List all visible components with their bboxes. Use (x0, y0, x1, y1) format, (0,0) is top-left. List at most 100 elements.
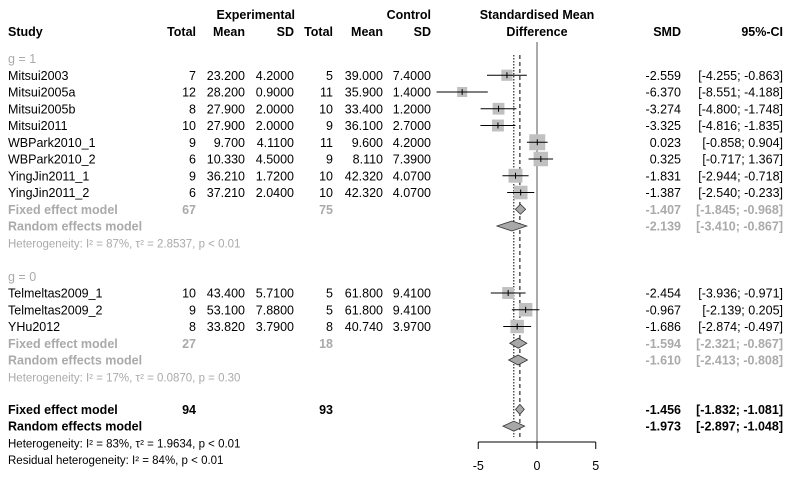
study-name: Telmeltas2009_2 (8, 303, 103, 317)
tick-label: -5 (473, 459, 484, 473)
exp-total: 7 (189, 69, 196, 83)
overall-fixed-ci: [-1.832; -1.081] (696, 403, 783, 417)
ctrl-mean: 42.320 (345, 186, 383, 200)
header-c-total: Total (304, 25, 333, 39)
overall-fixed-diamond (514, 403, 525, 416)
tick-label: 0 (534, 459, 541, 473)
ci-value: [-8.551; -4.188] (698, 86, 783, 100)
ci-value: [-2.540; -0.233] (698, 186, 783, 200)
ci-value: [-4.816; -1.835] (698, 119, 783, 133)
exp-mean: 36.210 (207, 169, 245, 183)
study-name: Mitsui2003 (8, 69, 68, 83)
smd-value: -2.559 (646, 69, 681, 83)
overall-random-diamond (502, 420, 526, 432)
exp-sd: 2.0400 (256, 186, 294, 200)
plot-title-line1: Standardised Mean (480, 8, 595, 22)
exp-total: 8 (189, 320, 196, 334)
exp-total: 9 (189, 169, 196, 183)
ctrl-mean: 42.320 (345, 169, 383, 183)
study-name: YingJin2011_2 (8, 186, 89, 200)
header-c-sd: SD (414, 25, 431, 39)
subgroup-random-ci: [-2.413; -0.808] (696, 354, 783, 368)
ctrl-total: 10 (319, 102, 333, 116)
subgroup-random-label: Random effects model (8, 220, 142, 234)
overall-random-label: Random effects model (8, 420, 142, 434)
ci-value: [-4.255; -0.863] (698, 69, 783, 83)
tick-label: 5 (592, 459, 599, 473)
subgroup-fixed-label: Fixed effect model (8, 337, 118, 351)
ctrl-sd: 4.0700 (393, 169, 431, 183)
subgroup-random-smd: -2.139 (646, 220, 681, 234)
header-control: Control (387, 8, 431, 22)
exp-sd: 0.9000 (256, 86, 294, 100)
ctrl-mean: 40.740 (345, 320, 383, 334)
study-name: Mitsui2005a (8, 86, 75, 100)
ctrl-total: 11 (320, 86, 333, 100)
ctrl-mean: 8.110 (353, 153, 383, 167)
ctrl-total: 5 (326, 69, 333, 83)
ci-value: [-3.936; -0.971] (698, 287, 783, 301)
ctrl-total: 8 (326, 320, 333, 334)
ci-value: [-4.800; -1.748] (698, 102, 783, 116)
ctrl-sd: 1.4000 (393, 86, 431, 100)
overall-heterogeneity: Heterogeneity: I² = 83%, τ² = 1.9634, p … (8, 438, 240, 450)
ctrl-mean: 9.600 (352, 136, 383, 150)
subgroup-fixed-ci: [-1.845; -0.968] (696, 203, 783, 217)
residual-heterogeneity: Residual heterogeneity: I² = 84%, p < 0.… (8, 455, 223, 467)
header: Study Experimental Control Total Mean SD… (8, 8, 783, 39)
ctrl-sd: 3.9700 (393, 320, 431, 334)
rows: g = 1 Mitsui2003 7 23.200 4.2000 5 39.000 7.400… (8, 52, 783, 467)
header-ci: 95%-CI (741, 25, 783, 39)
exp-mean: 9.700 (214, 136, 245, 150)
overall-random-smd: -1.973 (646, 420, 681, 434)
overall-fixed-label: Fixed effect model (8, 403, 118, 417)
exp-mean: 23.200 (207, 69, 245, 83)
subgroup-fixed-smd: -1.594 (646, 337, 681, 351)
ctrl-sd: 1.2000 (393, 102, 431, 116)
ctrl-total: 10 (319, 169, 333, 183)
exp-total: 10 (182, 119, 196, 133)
subgroup-fixed-label: Fixed effect model (8, 203, 118, 217)
study-name: YingJin2011_1 (8, 169, 89, 183)
subgroup-random-diamond (507, 354, 529, 366)
smd-value: -2.454 (646, 287, 681, 301)
study-name: Mitsui2011 (8, 119, 68, 133)
exp-sd: 2.0000 (256, 119, 294, 133)
ctrl-mean: 61.800 (345, 303, 383, 317)
ctrl-total: 9 (326, 153, 333, 167)
subgroup-random-smd: -1.610 (646, 354, 681, 368)
study-name: Mitsui2005b (8, 102, 75, 116)
ctrl-sd: 9.4100 (393, 287, 431, 301)
study-name: YHu2012 (8, 320, 60, 334)
header-study: Study (8, 25, 43, 39)
ci-value: [-0.717; 1.367] (702, 153, 783, 167)
subgroup-heterogeneity: Heterogeneity: I² = 17%, τ² = 0.0870, p … (8, 372, 240, 384)
x-axis: -5 0 5 (473, 441, 599, 473)
overall-random-ci: [-2.897; -1.048] (696, 420, 783, 434)
exp-sd: 5.7100 (256, 287, 294, 301)
ctrl-mean: 36.100 (345, 119, 383, 133)
smd-value: 0.325 (650, 153, 681, 167)
subgroup-fixed-exp-total: 67 (182, 203, 196, 217)
overall-fixed-ctrl-total: 93 (319, 403, 333, 417)
ctrl-total: 10 (319, 186, 333, 200)
subgroup-fixed-ctrl-total: 75 (319, 203, 333, 217)
header-e-total: Total (167, 25, 196, 39)
ctrl-mean: 39.000 (345, 69, 383, 83)
exp-mean: 28.200 (207, 86, 245, 100)
exp-sd: 4.1100 (257, 136, 294, 150)
subgroup-random-ci: [-3.410; -0.867] (696, 220, 783, 234)
exp-mean: 37.210 (207, 186, 245, 200)
smd-value: -0.967 (646, 303, 681, 317)
smd-value: 0.023 (650, 136, 681, 150)
ctrl-mean: 35.900 (345, 86, 383, 100)
exp-sd: 2.0000 (256, 102, 294, 116)
exp-mean: 10.330 (207, 153, 245, 167)
ctrl-total: 11 (320, 136, 333, 150)
exp-total: 6 (189, 153, 196, 167)
ctrl-total: 5 (326, 287, 333, 301)
exp-total: 9 (189, 303, 196, 317)
exp-total: 6 (189, 186, 196, 200)
study-name: WBPark2010_2 (8, 153, 96, 167)
